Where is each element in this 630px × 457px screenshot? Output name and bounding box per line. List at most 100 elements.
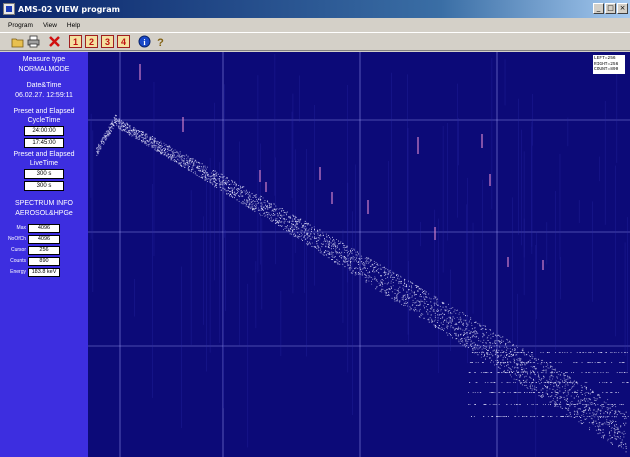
- spectrum-1-button[interactable]: 1: [68, 34, 83, 49]
- spectrum-point: [338, 243, 340, 244]
- spectrum-point: [346, 258, 347, 260]
- spectrum-point: [303, 232, 305, 234]
- spectrum-point: [516, 354, 518, 355]
- spectrum-point: [254, 201, 256, 203]
- spectrum-point: [581, 411, 583, 412]
- spectrum-point: [494, 404, 496, 405]
- menu-help[interactable]: Help: [66, 21, 81, 29]
- spectrum-point: [317, 239, 319, 241]
- spectrum-point: [242, 191, 243, 193]
- spectrum-point: [534, 374, 536, 376]
- spectrum-point: [203, 165, 204, 167]
- spectrum-point: [496, 349, 497, 351]
- measure-type-value: NORMALMODE: [18, 66, 70, 73]
- spectrum-point: [523, 372, 524, 373]
- spectrum-point: [98, 147, 100, 149]
- spectrum-point: [152, 139, 153, 140]
- spectrum-point: [352, 256, 354, 258]
- print-button[interactable]: [26, 34, 41, 49]
- spectrum-point: [153, 142, 155, 144]
- spectrum-point: [596, 398, 598, 400]
- spectrum-point: [588, 393, 590, 394]
- spectrum-point: [320, 234, 321, 236]
- spectrum-point: [623, 372, 625, 373]
- spectrum-point: [311, 230, 312, 232]
- menu-program[interactable]: Program: [8, 21, 33, 29]
- spectrum-point: [481, 348, 483, 350]
- info-button[interactable]: i: [137, 34, 152, 49]
- spectrum-point: [350, 262, 351, 264]
- spectrum-point: [581, 387, 583, 389]
- spectrum-point: [183, 155, 185, 157]
- spectrum-point: [173, 150, 174, 152]
- spectrum-point: [477, 323, 479, 325]
- spectrum-point: [446, 326, 448, 328]
- spectrum-point: [582, 414, 584, 415]
- close-button[interactable]: ×: [617, 3, 628, 14]
- spectrum-point: [456, 310, 458, 311]
- spectrum-point: [266, 208, 268, 210]
- spectrum-point: [159, 142, 161, 144]
- help-button[interactable]: ?: [153, 34, 168, 49]
- spectrum-point: [462, 338, 464, 340]
- maximize-button[interactable]: □: [605, 3, 616, 14]
- spectrum-point: [172, 157, 174, 158]
- spectrum-point: [139, 138, 141, 140]
- spectrum-point: [431, 306, 433, 308]
- spectrum-point: [556, 398, 558, 400]
- spectrum-point: [255, 194, 257, 196]
- spectrum-point: [135, 132, 137, 134]
- spectrum-point: [509, 356, 510, 357]
- spectrum-point: [466, 332, 468, 333]
- spectrum-4-button[interactable]: 4: [116, 34, 131, 49]
- spectrum-point: [303, 224, 305, 226]
- spectrum-point: [112, 128, 114, 130]
- spectrum-point: [557, 392, 559, 393]
- spectrum-point: [375, 262, 377, 264]
- spectrum-point: [484, 404, 486, 405]
- spectrum-point: [609, 438, 611, 440]
- spectrum-point: [458, 321, 460, 323]
- spectrum-point: [497, 363, 499, 365]
- spectrum-point: [163, 148, 165, 149]
- spectrum-point: [514, 366, 516, 368]
- spectrum-point: [249, 202, 250, 204]
- spectrum-point: [336, 239, 337, 240]
- spectrum-point: [574, 406, 576, 408]
- spectrum-point: [215, 183, 217, 184]
- spectrum-point: [317, 229, 319, 231]
- spectrum-point: [426, 309, 428, 310]
- spectrum-point: [275, 218, 277, 220]
- minimize-button[interactable]: _: [593, 3, 604, 14]
- spectrum-point: [586, 412, 588, 414]
- spectrum-point: [437, 310, 439, 312]
- spectrum-point: [379, 290, 381, 292]
- spectrum-point: [357, 251, 358, 253]
- spectrum-point: [143, 140, 144, 142]
- spectrum-canvas[interactable]: [88, 52, 630, 457]
- menu-view[interactable]: View: [42, 21, 57, 29]
- spectrum-point: [300, 229, 302, 231]
- spectrum-point: [474, 327, 476, 329]
- spectrum-point: [259, 197, 261, 199]
- spectrum-point: [579, 408, 581, 410]
- spectrum-info-label: SPECTRUM INFO: [15, 200, 73, 207]
- delete-button[interactable]: [47, 34, 62, 49]
- spectrum-point: [505, 372, 507, 373]
- spectrum-2-button[interactable]: 2: [84, 34, 99, 49]
- spectrum-point: [386, 283, 388, 285]
- spectrum-point: [124, 124, 126, 126]
- spectrum-point: [484, 382, 486, 383]
- spectrum-point: [557, 385, 559, 386]
- spectrum-point: [251, 208, 253, 210]
- spectrum-point: [205, 178, 207, 180]
- spectrum-point: [414, 294, 416, 296]
- spectrum-point: [313, 237, 315, 239]
- spectrum-point: [325, 246, 327, 248]
- spectrum-point: [123, 122, 124, 124]
- spectrum-point: [535, 368, 537, 370]
- open-button[interactable]: [10, 34, 25, 49]
- spectrum-point: [146, 133, 148, 135]
- spectrum-plot[interactable]: LEFT=256 RIGHT=256 COUNT=890: [88, 52, 630, 457]
- spectrum-3-button[interactable]: 3: [100, 34, 115, 49]
